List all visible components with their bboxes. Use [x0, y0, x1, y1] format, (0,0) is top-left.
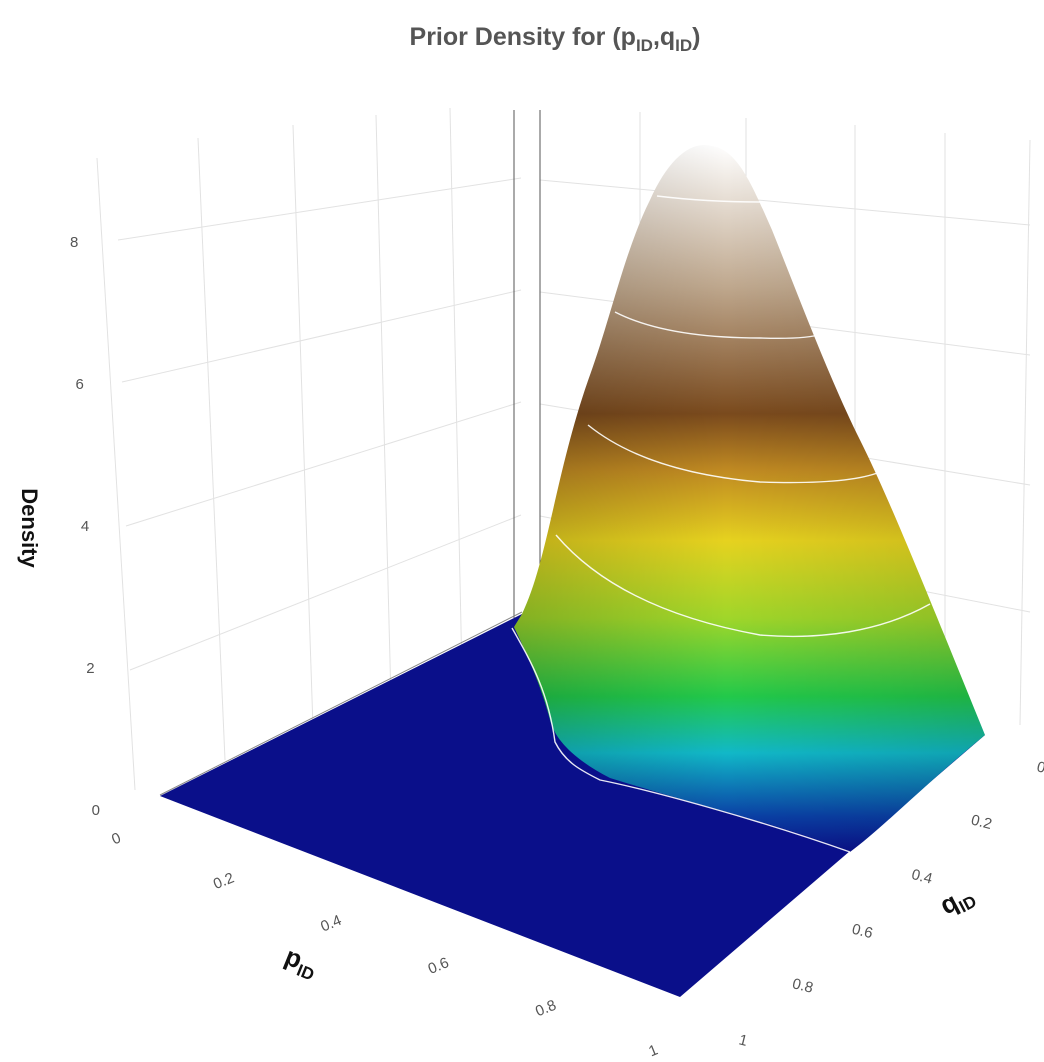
x-tick-label: 0.8	[533, 997, 559, 1021]
z-tick-label: 6	[75, 376, 83, 393]
y-tick-label: 0.2	[969, 811, 993, 833]
y-tick-label: 0.8	[791, 975, 815, 997]
y-tick-label: 0	[1035, 758, 1044, 777]
grid-line	[129, 514, 522, 671]
axis-box-edges	[159, 110, 541, 796]
corner-edge	[159, 611, 523, 796]
grid-line	[121, 289, 522, 383]
contour-line	[587, 424, 881, 484]
z-axis-title: Density	[17, 488, 42, 568]
contour-line	[614, 311, 823, 340]
grid-line	[449, 107, 463, 676]
z-tick-label: 0	[92, 802, 100, 819]
x-tick-label: 0.2	[211, 869, 237, 893]
x-tick-label: 0.6	[426, 954, 452, 978]
x-tick-label: 0.4	[318, 912, 344, 936]
chart-title: Prior Density for (pID,qID)	[410, 23, 701, 55]
y-axis-title: qID	[935, 878, 980, 923]
grid-line	[117, 177, 522, 241]
z-axis-ticks: 0 2 4 6 8	[70, 234, 100, 819]
x-tick-label: 1	[646, 1041, 660, 1060]
x-axis-title: pID	[279, 941, 322, 985]
x-tick-label: 0	[109, 829, 123, 848]
grid-line	[292, 124, 314, 729]
grid-line	[1019, 139, 1031, 726]
grid-line	[96, 157, 136, 791]
y-axis-ticks: 0 0.2 0.4 0.6 0.8 1	[737, 758, 1044, 1050]
y-tick-label: 0.4	[910, 866, 934, 888]
grid-line	[125, 401, 522, 527]
contour-line	[555, 534, 931, 638]
z-tick-label: 4	[81, 518, 89, 535]
grid-line	[539, 179, 1031, 226]
z-tick-label: 2	[86, 660, 94, 677]
grid-line	[197, 137, 226, 761]
grid-line	[375, 114, 392, 701]
contour-lines	[511, 195, 931, 853]
z-tick-label: 8	[70, 234, 78, 251]
surface-shading	[514, 144, 985, 852]
contour-line	[656, 195, 761, 203]
y-tick-label: 0.6	[850, 921, 874, 943]
y-tick-label: 1	[737, 1031, 749, 1050]
contour-line	[511, 627, 851, 853]
